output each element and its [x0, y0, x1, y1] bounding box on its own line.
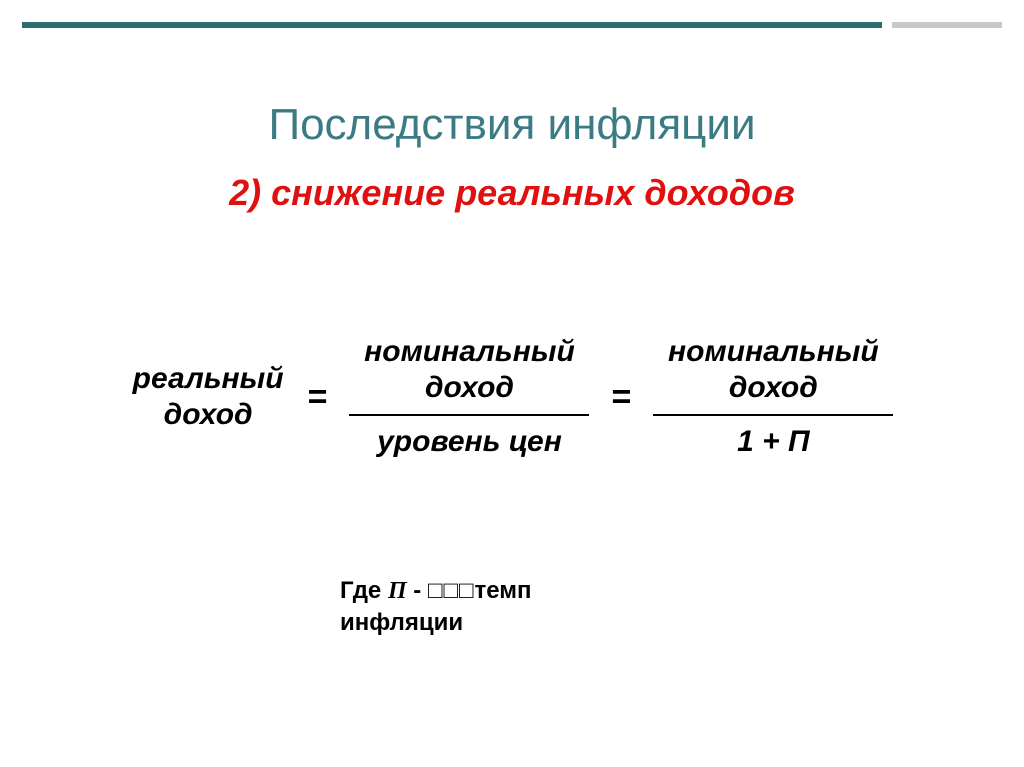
legend-placeholder-boxes: □□□	[428, 577, 475, 604]
fraction-2-denominator: 1 + П	[729, 420, 817, 464]
accent-segment-grey	[892, 22, 1002, 28]
fraction-1: номинальный доход уровень цен	[341, 330, 597, 464]
slide: Последствия инфляции 2) снижение реальны…	[0, 0, 1024, 767]
fraction-1-denominator: уровень цен	[369, 420, 570, 464]
equals-sign-1: =	[294, 378, 342, 417]
slide-subtitle: 2) снижение реальных доходов	[0, 172, 1024, 214]
legend-symbol: П	[388, 578, 407, 604]
legend: Где П - □□□темп инфляции	[340, 575, 700, 638]
legend-prefix: Где	[340, 577, 388, 604]
accent-segment-teal	[22, 22, 882, 28]
fraction-2-numerator: номинальный доход	[660, 330, 887, 410]
fraction-1-line	[349, 414, 589, 416]
fraction-2: номинальный доход 1 + П	[645, 330, 901, 464]
top-accent-bar	[22, 22, 1002, 34]
equals-sign-2: =	[597, 378, 645, 417]
slide-title: Последствия инфляции	[0, 100, 1024, 150]
fraction-1-numerator: номинальный доход	[356, 330, 583, 410]
formula-lhs: реальный доход	[123, 361, 294, 433]
legend-dash: -	[407, 577, 428, 604]
fraction-2-line	[653, 414, 893, 416]
formula: реальный доход = номинальный доход урове…	[20, 330, 1004, 464]
